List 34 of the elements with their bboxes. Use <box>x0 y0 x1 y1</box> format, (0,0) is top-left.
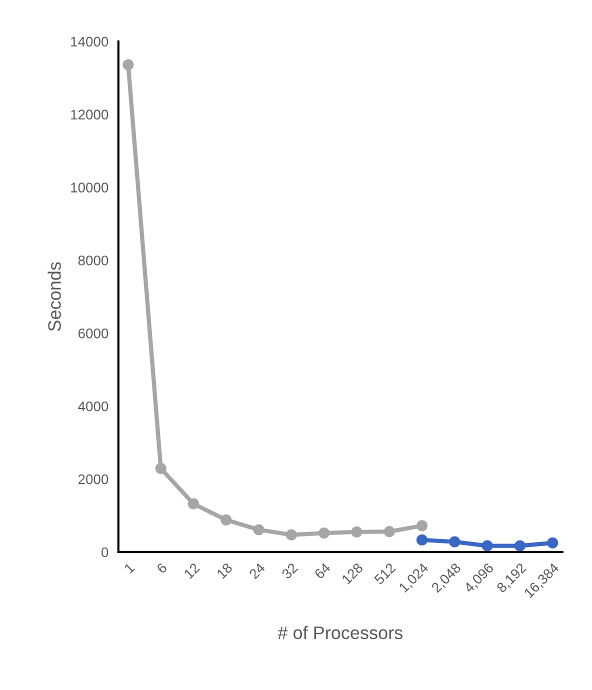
x-tick-label: 24 <box>248 562 266 580</box>
x-tick-label: 512 <box>374 562 396 585</box>
y-tick-label: 10000 <box>71 182 108 192</box>
point <box>416 534 428 546</box>
x-tick-label: 6 <box>156 562 168 574</box>
point <box>286 529 297 540</box>
point <box>188 498 200 510</box>
point <box>547 537 558 548</box>
x-tick-label: 32 <box>281 562 298 580</box>
y-axis-title: Seconds <box>48 262 61 332</box>
x-tick-label: 64 <box>314 562 332 580</box>
x-tick-label: 18 <box>216 562 233 580</box>
point <box>482 540 493 552</box>
point <box>514 540 526 552</box>
x-tick-label: 12 <box>184 562 200 580</box>
y-tick-label: 6000 <box>78 328 108 338</box>
y-tick-label: 14000 <box>71 36 108 47</box>
y-tick-label: 2000 <box>78 474 108 484</box>
y-tick-label: 4000 <box>78 401 108 412</box>
point <box>351 526 362 538</box>
y-tick-label: 12000 <box>71 110 108 120</box>
point <box>220 514 232 526</box>
point <box>449 536 460 548</box>
x-axis-title: # of Processors <box>278 626 402 640</box>
y-tick-label: 0 <box>101 547 108 558</box>
x-tick-label: 1 <box>124 562 135 574</box>
y-tick-label: 8000 <box>78 256 108 266</box>
point <box>122 59 134 70</box>
point <box>155 462 166 474</box>
x-tick-label: 128 <box>341 562 364 585</box>
point <box>318 527 330 539</box>
point <box>384 526 395 538</box>
point <box>253 524 264 536</box>
point <box>416 520 428 532</box>
